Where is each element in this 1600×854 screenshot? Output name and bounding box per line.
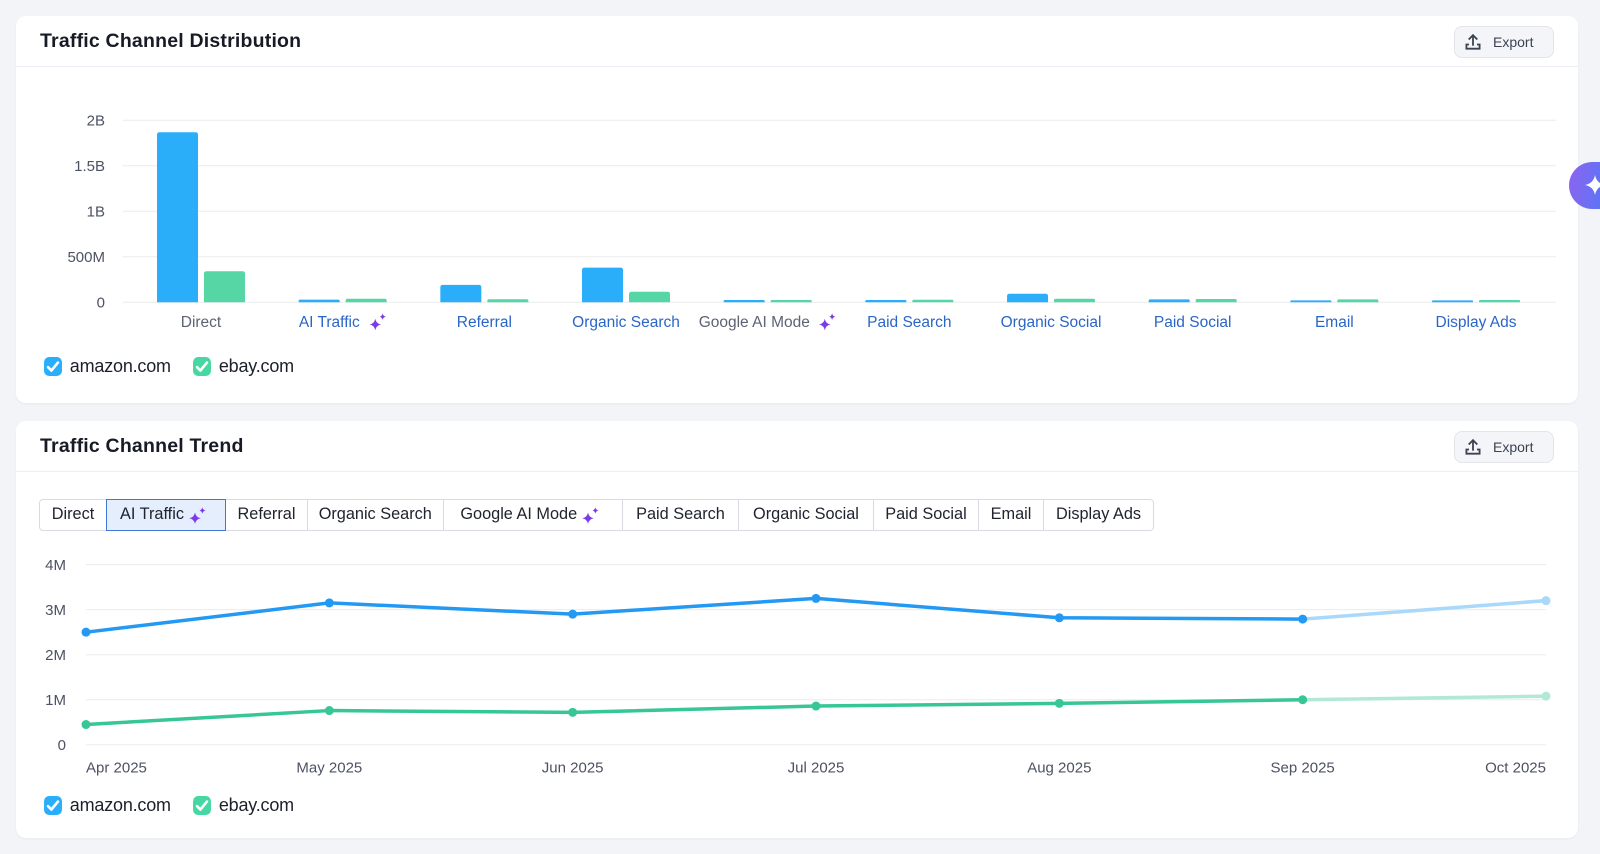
svg-text:0: 0 — [97, 295, 105, 312]
svg-text:Referral: Referral — [457, 314, 512, 331]
svg-text:Jul 2025: Jul 2025 — [788, 760, 845, 777]
svg-text:Paid Social: Paid Social — [1154, 314, 1232, 331]
svg-text:Google AI Mode: Google AI Mode — [699, 314, 810, 331]
svg-text:1.5B: 1.5B — [74, 158, 105, 175]
svg-text:500M: 500M — [67, 249, 105, 266]
svg-text:Paid Search: Paid Search — [867, 314, 951, 331]
svg-text:Organic Social: Organic Social — [1001, 314, 1102, 331]
svg-text:2B: 2B — [87, 113, 105, 130]
svg-text:AI Traffic: AI Traffic — [299, 314, 360, 331]
svg-text:1B: 1B — [87, 204, 105, 221]
svg-text:Email: Email — [1315, 314, 1354, 331]
svg-text:Apr 2025: Apr 2025 — [86, 760, 147, 777]
svg-text:Aug 2025: Aug 2025 — [1027, 760, 1091, 777]
svg-text:3M: 3M — [45, 602, 66, 619]
svg-text:Organic Search: Organic Search — [572, 314, 680, 331]
svg-text:Oct 2025: Oct 2025 — [1485, 760, 1546, 777]
svg-text:Direct: Direct — [181, 314, 222, 331]
svg-text:1M: 1M — [45, 692, 66, 709]
svg-text:Sep 2025: Sep 2025 — [1271, 760, 1335, 777]
svg-text:Jun 2025: Jun 2025 — [542, 760, 604, 777]
svg-text:Display Ads: Display Ads — [1436, 314, 1517, 331]
svg-text:0: 0 — [58, 737, 66, 754]
svg-text:2M: 2M — [45, 647, 66, 664]
svg-text:4M: 4M — [45, 557, 66, 574]
svg-text:May 2025: May 2025 — [296, 760, 362, 777]
